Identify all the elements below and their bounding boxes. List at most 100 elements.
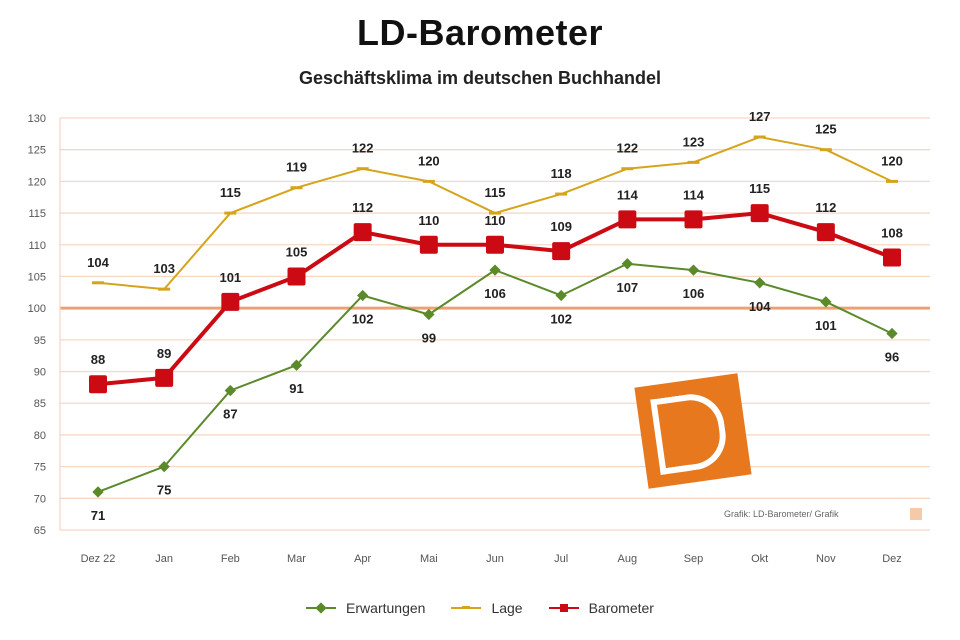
legend: Erwartungen Lage Barometer [0, 600, 960, 616]
data-label-barometer: 101 [219, 270, 241, 285]
legend-item-lage[interactable]: Lage [451, 600, 523, 616]
data-point-lage[interactable] [687, 160, 700, 164]
data-point-barometer[interactable] [353, 223, 372, 242]
data-label-barometer: 114 [617, 187, 639, 202]
legend-swatch-erwartungen [306, 602, 337, 614]
data-point-erwartungen[interactable] [489, 264, 501, 276]
y-tick-label: 115 [28, 208, 46, 220]
y-tick-label: 65 [34, 525, 46, 537]
data-label-erwartungen: 101 [815, 318, 837, 333]
data-point-lage[interactable] [621, 167, 634, 171]
data-label-lage: 120 [881, 153, 903, 168]
x-tick-label: Dez [882, 553, 902, 565]
x-tick-label: Sep [684, 553, 704, 565]
data-point-barometer[interactable] [816, 223, 835, 242]
data-point-barometer[interactable] [89, 375, 107, 394]
data-point-lage[interactable] [224, 211, 237, 215]
legend-label-barometer: Barometer [588, 600, 654, 616]
data-point-erwartungen[interactable] [423, 308, 435, 321]
data-label-lage: 103 [153, 261, 175, 276]
y-tick-label: 130 [28, 113, 46, 125]
ld-logo [634, 373, 752, 489]
series-lines [89, 135, 901, 498]
y-tick-label: 125 [28, 145, 46, 157]
x-tick-label: Dez 22 [81, 553, 116, 565]
legend-swatch-lage [451, 602, 482, 614]
data-point-barometer[interactable] [750, 204, 769, 223]
data-point-erwartungen[interactable] [820, 296, 832, 308]
data-point-erwartungen[interactable] [357, 289, 369, 302]
data-label-barometer: 115 [749, 181, 770, 196]
data-point-lage[interactable] [555, 192, 568, 196]
y-tick-label: 75 [34, 462, 46, 474]
y-tick-label: 70 [34, 493, 46, 505]
data-point-barometer[interactable] [486, 235, 504, 254]
data-point-erwartungen[interactable] [621, 258, 633, 270]
data-label-lage: 122 [352, 141, 374, 156]
data-point-lage[interactable] [886, 179, 898, 183]
data-label-barometer: 108 [881, 225, 903, 240]
grid-lines [59, 117, 930, 531]
data-label-erwartungen: 87 [223, 407, 237, 422]
data-point-barometer[interactable] [618, 210, 637, 229]
data-label-barometer: 109 [550, 219, 572, 234]
data-label-erwartungen: 99 [422, 330, 436, 345]
y-tick-label: 100 [28, 303, 46, 315]
source-mark-icon [910, 508, 922, 520]
source-note: Grafik: LD-Barometer/ Grafik [724, 509, 839, 519]
data-label-erwartungen: 106 [484, 286, 506, 301]
data-label-erwartungen: 102 [550, 311, 572, 326]
x-tick-label: Nov [816, 553, 836, 565]
data-label-barometer: 88 [91, 352, 105, 367]
x-tick-label: Feb [221, 553, 240, 565]
data-point-lage[interactable] [356, 167, 369, 171]
data-point-barometer[interactable] [552, 242, 571, 261]
data-label-erwartungen: 104 [749, 299, 771, 314]
data-point-lage[interactable] [489, 211, 501, 215]
data-label-lage: 119 [286, 160, 307, 175]
data-label-erwartungen: 106 [683, 286, 705, 301]
x-tick-label: Mai [420, 553, 438, 565]
data-label-lage: 127 [749, 109, 771, 124]
data-point-erwartungen[interactable] [290, 359, 303, 371]
data-label-lage: 115 [485, 185, 506, 200]
data-label-barometer: 112 [352, 200, 373, 215]
y-tick-label: 85 [34, 398, 46, 410]
chart-title: LD-Barometer [356, 12, 604, 53]
x-tick-label: Mar [287, 553, 306, 565]
y-axis-ticks: 65 70 75 80 85 90 95 100 105 110 115 120 125 130 [28, 113, 46, 537]
data-label-erwartungen: 96 [885, 350, 899, 365]
legend-swatch-barometer [548, 602, 579, 614]
data-point-lage[interactable] [819, 148, 832, 152]
y-tick-label: 90 [34, 367, 46, 379]
data-point-erwartungen[interactable] [754, 277, 766, 289]
data-point-erwartungen[interactable] [886, 327, 898, 340]
legend-item-erwartungen[interactable]: Erwartungen [306, 600, 425, 616]
data-point-erwartungen[interactable] [158, 460, 170, 473]
legend-label-erwartungen: Erwartungen [346, 600, 426, 616]
data-point-erwartungen[interactable] [92, 486, 104, 498]
data-labels: 71 75 87 91 102 99 106 102 107 106 104 101 96 104 103 1… [87, 109, 903, 523]
data-point-lage[interactable] [422, 179, 435, 183]
y-tick-label: 110 [28, 240, 46, 252]
data-point-barometer[interactable] [221, 292, 240, 311]
data-point-erwartungen[interactable] [555, 289, 567, 302]
data-point-erwartungen[interactable] [687, 264, 700, 276]
legend-item-barometer[interactable]: Barometer [548, 600, 654, 616]
data-label-erwartungen: 71 [91, 508, 105, 523]
data-point-erwartungen[interactable] [224, 384, 236, 397]
data-label-lage: 123 [683, 134, 705, 149]
data-point-barometer[interactable] [684, 210, 703, 229]
data-point-lage[interactable] [158, 287, 171, 291]
y-tick-label: 105 [28, 271, 46, 283]
data-point-barometer[interactable] [287, 267, 306, 286]
data-label-barometer: 89 [157, 346, 171, 361]
data-label-erwartungen: 75 [157, 483, 171, 498]
data-point-barometer[interactable] [419, 235, 438, 254]
data-label-lage: 125 [815, 122, 837, 137]
data-point-lage[interactable] [290, 186, 303, 190]
data-point-lage[interactable] [92, 281, 104, 285]
data-point-lage[interactable] [753, 135, 766, 139]
data-point-barometer[interactable] [155, 368, 174, 387]
data-point-barometer[interactable] [883, 248, 901, 267]
